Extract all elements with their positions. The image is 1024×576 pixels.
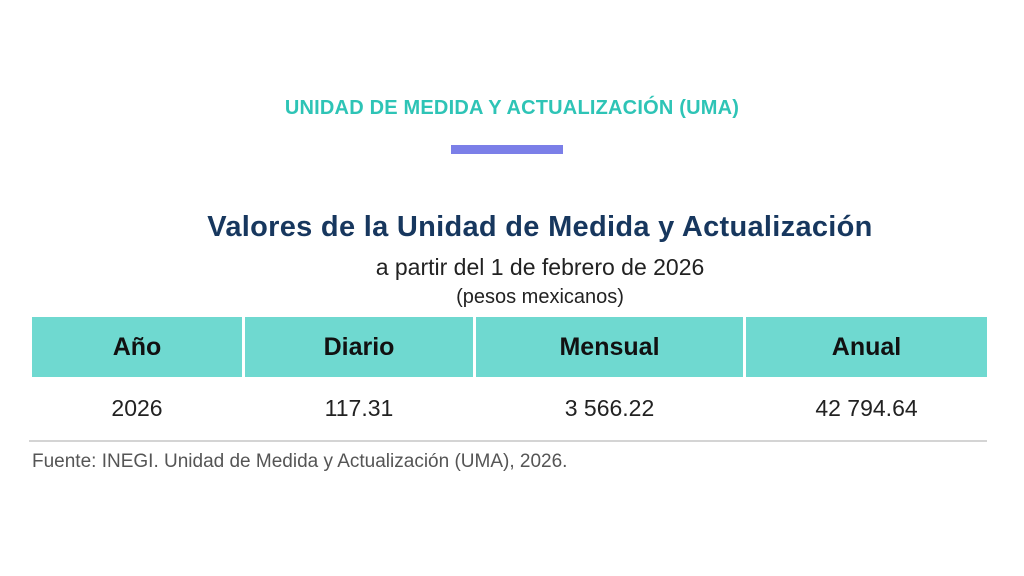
- column-header-year: Año: [32, 317, 242, 377]
- cell-daily: 117.31: [324, 394, 394, 421]
- cell-year: 2026: [111, 394, 163, 421]
- cell-monthly: 3 566.22: [564, 394, 655, 421]
- page-title: UNIDAD DE MEDIDA Y ACTUALIZACIÓN (UMA): [284, 97, 740, 119]
- column-header-annual: Anual: [746, 317, 987, 377]
- column-header-daily: Diario: [245, 317, 473, 377]
- table-header-row: Año Diario Mensual Anual: [32, 317, 987, 377]
- uma-values-table: Año Diario Mensual Anual 2026 117.31 3 5…: [29, 317, 990, 439]
- table-subtitle: a partir del 1 de febrero de 2026: [375, 254, 705, 280]
- column-header-monthly: Mensual: [476, 317, 743, 377]
- table-divider: [29, 440, 987, 442]
- title-underline: [451, 145, 563, 154]
- table-row: 2026 117.31 3 566.22 42 794.64: [32, 377, 987, 439]
- table-units-note: (pesos mexicanos): [456, 286, 624, 308]
- table-title: Valores de la Unidad de Medida y Actuali…: [207, 211, 873, 243]
- cell-annual: 42 794.64: [815, 394, 918, 421]
- source-note: Fuente: INEGI. Unidad de Medida y Actual…: [32, 451, 568, 472]
